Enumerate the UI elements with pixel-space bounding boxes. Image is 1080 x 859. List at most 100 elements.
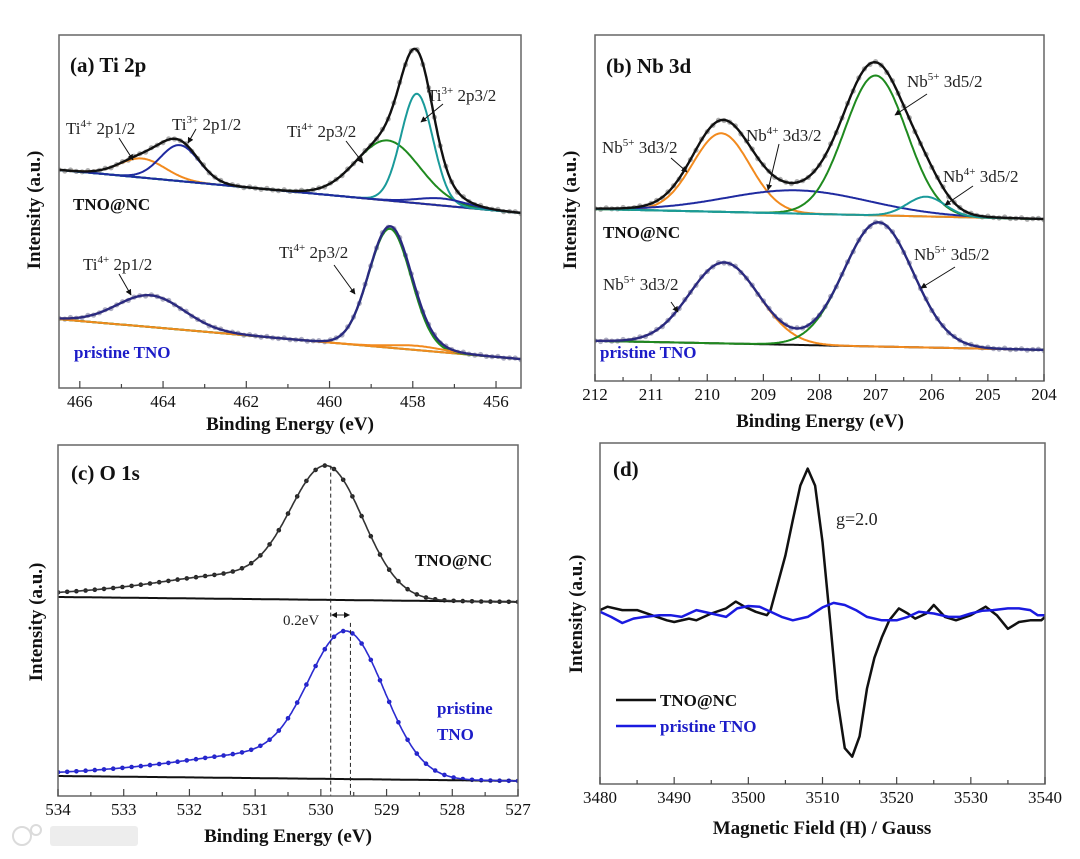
x-tick-label: 208 xyxy=(807,385,833,404)
annotation-rest: 2p1/2 xyxy=(198,115,241,134)
annotation-sup: 5+ xyxy=(624,274,636,286)
series-line-tno-nc xyxy=(600,467,1045,758)
plot-area xyxy=(595,59,1044,354)
annotation-sup: 4+ xyxy=(81,118,93,130)
annotation-base: Ti xyxy=(427,86,442,105)
component-nb4-3d5-2-tno-nc xyxy=(595,195,1044,221)
envelope-pristine-tno xyxy=(58,630,518,782)
panel-c-title: (c) O 1s xyxy=(71,461,140,485)
x-tick-label: 462 xyxy=(234,392,260,411)
panel-b-nb3d: 212 211 210 209 208 207 206 205 204 xyxy=(582,34,1057,404)
legend-label-pristine: pristine TNO xyxy=(660,717,757,736)
arrow-icon xyxy=(894,93,928,116)
arrow-icon xyxy=(944,185,974,206)
annotation-sup: 3+ xyxy=(442,85,454,97)
annotation-rest: 3d3/2 xyxy=(635,138,678,157)
annotation-base: Nb xyxy=(907,72,928,91)
x-tick-label: 3530 xyxy=(954,788,988,807)
x-tick-label: 3540 xyxy=(1028,788,1062,807)
annotation-base: Nb xyxy=(602,138,623,157)
plot-area xyxy=(600,467,1045,758)
annotation-rest: 2p3/2 xyxy=(305,243,348,262)
y-axis-label-a: Intensity (a.u.) xyxy=(24,151,45,270)
annotation-base: Ti xyxy=(83,255,98,274)
x-tick-label: 211 xyxy=(639,385,664,404)
y-axis-label-d: Intensity (a.u.) xyxy=(566,555,587,674)
annotation-nb5-3d52-nc: Nb5+ 3d5/2 xyxy=(907,71,982,91)
x-tick-label: 527 xyxy=(505,800,531,819)
x-tick-label: 456 xyxy=(483,392,509,411)
arrow-icon xyxy=(920,266,956,289)
panel-d-title: (d) xyxy=(613,457,639,481)
annotation-sup: 4+ xyxy=(294,242,306,254)
annotation-base: Ti xyxy=(279,243,294,262)
annotation-rest: 3d3/2 xyxy=(636,275,679,294)
annotation-sup: 5+ xyxy=(623,137,635,149)
annotation-sup: 4+ xyxy=(302,121,314,133)
annotation-ti3-2p12-nc: Ti3+ 2p1/2 xyxy=(172,114,241,134)
arrow-icon xyxy=(333,264,356,295)
x-tick-label: 210 xyxy=(695,385,721,404)
envelope-pristine-tno xyxy=(59,225,521,361)
annotation-base: Nb xyxy=(603,275,624,294)
x-tick-label: 209 xyxy=(751,385,777,404)
panel-b-title: (b) Nb 3d xyxy=(606,54,692,78)
annotation-nb5-3d52-pristine: Nb5+ 3d5/2 xyxy=(914,244,989,264)
arrow-icon xyxy=(670,301,679,313)
series-line-pristine-tno xyxy=(600,601,1045,625)
annotation-rest: 3d3/2 xyxy=(779,126,822,145)
x-axis-label-c: Binding Energy (eV) xyxy=(204,826,372,847)
series-label-tno-nc-c: TNO@NC xyxy=(415,551,492,570)
annotation-ti4-2p12-nc: Ti4+ 2p1/2 xyxy=(66,118,135,138)
x-tick-label: 212 xyxy=(582,385,608,404)
x-tick-label: 3520 xyxy=(880,788,914,807)
annotation-ti4-2p32-pristine: Ti4+ 2p3/2 xyxy=(279,242,348,262)
x-tick-label: 205 xyxy=(975,385,1001,404)
x-tick-label: 532 xyxy=(177,800,203,819)
x-tick-label: 531 xyxy=(242,800,268,819)
arrow-icon xyxy=(670,157,688,173)
shift-label: 0.2eV xyxy=(283,613,319,629)
plot-area xyxy=(58,463,518,784)
annotation-nb5-3d32-pristine: Nb5+ 3d3/2 xyxy=(603,274,678,294)
panel-d-esr: 3480 3490 3500 3510 3520 3530 3540 xyxy=(583,442,1062,807)
envelope-tno-nc xyxy=(58,464,518,603)
annotation-ti4-2p32-nc: Ti4+ 2p3/2 xyxy=(287,121,356,141)
watermark-logo xyxy=(12,824,138,846)
x-axis-label-a: Binding Energy (eV) xyxy=(206,414,374,435)
x-tick-label: 3480 xyxy=(583,788,617,807)
annotation-rest: 2p1/2 xyxy=(92,119,135,138)
series-label-pristine-c: pristine xyxy=(437,699,493,718)
x-tick-label: 3500 xyxy=(731,788,765,807)
annotation-base: Nb xyxy=(943,167,964,186)
annotation-sup: 4+ xyxy=(767,125,779,137)
plot-area xyxy=(59,47,521,363)
annotation-ti3-2p32-nc: Ti3+ 2p3/2 xyxy=(427,85,496,105)
arrow-icon xyxy=(766,143,780,191)
x-tick-label: 528 xyxy=(440,800,466,819)
x-tick-label: 460 xyxy=(317,392,343,411)
annotation-rest: 3d5/2 xyxy=(947,245,990,264)
annotation-sup: 5+ xyxy=(928,71,940,83)
series-label-tno-nc-b: TNO@NC xyxy=(603,223,680,242)
y-axis-label-c: Intensity (a.u.) xyxy=(26,563,47,682)
x-axis-label-d: Magnetic Field (H) / Gauss xyxy=(713,818,931,839)
arrow-icon xyxy=(118,137,134,161)
annotation-base: Ti xyxy=(287,122,302,141)
annotation-sup: 4+ xyxy=(964,166,976,178)
annotation-rest: 3d5/2 xyxy=(940,72,983,91)
annotation-nb4-3d52-nc: Nb4+ 3d5/2 xyxy=(943,166,1018,186)
series-label-pristine-b: pristine TNO xyxy=(600,343,697,362)
x-tick-label: 458 xyxy=(400,392,426,411)
series-label-pristine-a: pristine TNO xyxy=(74,343,171,362)
annotation-nb5-3d32-nc: Nb5+ 3d3/2 xyxy=(602,137,677,157)
x-tick-label: 533 xyxy=(111,800,137,819)
x-axis-label-b: Binding Energy (eV) xyxy=(736,411,904,432)
y-axis-label-b: Intensity (a.u.) xyxy=(560,151,581,270)
annotation-rest: 3d5/2 xyxy=(976,167,1019,186)
annotation-sup: 5+ xyxy=(935,244,947,256)
annotation-base: Ti xyxy=(66,119,81,138)
annotation-nb4-3d32-nc: Nb4+ 3d3/2 xyxy=(746,125,821,145)
x-tick-label: 466 xyxy=(67,392,93,411)
x-tick-label: 530 xyxy=(308,800,334,819)
